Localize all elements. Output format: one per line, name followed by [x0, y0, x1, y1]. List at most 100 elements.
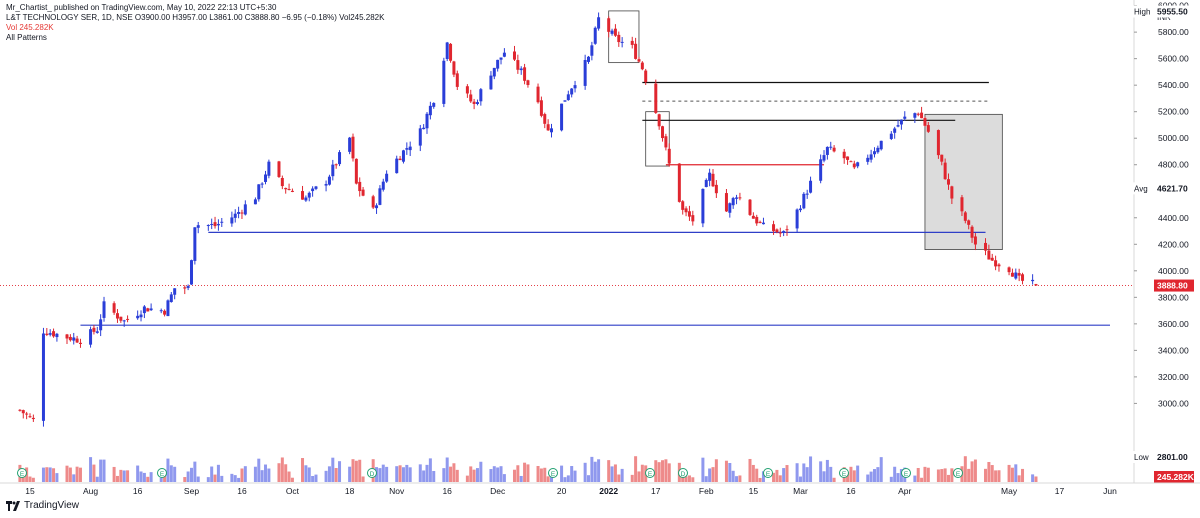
volume-bar	[264, 464, 268, 482]
volume-bar	[146, 476, 150, 482]
volume-bar	[984, 468, 988, 482]
earnings-marker-icon	[901, 468, 911, 478]
volume-bar	[95, 476, 99, 482]
candle-body	[560, 103, 564, 131]
x-tick-label[interactable]: Nov	[389, 486, 405, 496]
earnings-marker: E	[839, 468, 849, 478]
tradingview-footer[interactable]: TradingView	[6, 500, 79, 511]
candle-body	[856, 162, 860, 167]
volume-bar	[378, 468, 382, 482]
volume-bar	[41, 467, 45, 482]
x-tick-label[interactable]: Aug	[83, 486, 98, 496]
candle-body	[216, 223, 220, 226]
x-tick-label[interactable]: 16	[133, 486, 143, 496]
candle-body	[620, 41, 624, 43]
volume-bar	[398, 465, 402, 482]
x-tick-label[interactable]: Apr	[898, 486, 911, 496]
x-tick-label[interactable]: 17	[651, 486, 661, 496]
volume-bar	[751, 464, 755, 482]
y-tick-label: 3400.00	[1158, 345, 1189, 355]
volume-bar	[1017, 475, 1021, 482]
volume-bar	[546, 476, 550, 482]
volume-bar	[243, 466, 247, 482]
volume-bar	[970, 461, 974, 482]
candle-body	[798, 208, 802, 211]
volume-bar	[334, 468, 338, 482]
x-tick-label[interactable]: Sep	[184, 486, 199, 496]
x-tick-label[interactable]: 15	[25, 486, 35, 496]
x-tick-label[interactable]: 2022	[599, 486, 618, 496]
volume-bar	[237, 477, 241, 482]
earnings-marker-label: E	[766, 471, 771, 478]
volume-bar	[139, 471, 143, 482]
volume-bar	[940, 469, 944, 482]
volume-bar	[916, 467, 920, 482]
candle-body	[570, 88, 574, 95]
candle-body	[549, 128, 553, 133]
price-axis[interactable]: INR3000.003200.003400.003600.003800.0040…	[1130, 0, 1195, 483]
candle-body	[805, 193, 809, 195]
volume-bar	[469, 466, 473, 482]
time-axis[interactable]: 15 Aug 16 Sep 16 Oct 18 Nov 16 Dec 20 2022 17 Feb 15 Ma…	[0, 482, 1200, 496]
candle-body	[115, 313, 119, 319]
x-tick-label[interactable]: 16	[442, 486, 452, 496]
volume-bar	[832, 477, 836, 482]
candle-body	[960, 197, 964, 212]
candle-body	[78, 342, 82, 344]
volume-bar	[802, 463, 806, 482]
volume-bar	[230, 473, 234, 482]
volume-bar	[724, 460, 728, 482]
volume-bar	[72, 474, 76, 482]
candle-body	[334, 164, 338, 166]
candle-body	[307, 192, 311, 198]
candle-body	[267, 161, 271, 176]
candle-body	[630, 40, 634, 45]
x-tick-label[interactable]: Feb	[699, 486, 714, 496]
volume-bar	[778, 475, 782, 482]
earnings-marker-icon	[678, 468, 688, 478]
candle-body	[920, 112, 924, 119]
candle-body	[587, 56, 591, 62]
x-tick-label[interactable]: 20	[557, 486, 567, 496]
x-tick-label[interactable]: 16	[237, 486, 247, 496]
volume-bar	[290, 477, 294, 482]
x-tick-label[interactable]: 15	[749, 486, 759, 496]
candle-body	[970, 226, 974, 238]
candle-body	[89, 329, 93, 345]
x-tick-label[interactable]: Oct	[286, 486, 300, 496]
x-tick-label[interactable]: 17	[1055, 486, 1065, 496]
earnings-marker: D	[367, 468, 377, 478]
volume-bar	[233, 475, 237, 482]
candle-body	[997, 264, 1001, 267]
candle-body	[748, 199, 752, 215]
volume-bar	[987, 461, 991, 482]
x-tick-label[interactable]: May	[1001, 486, 1018, 496]
volume-bar	[798, 476, 802, 482]
x-tick-label[interactable]: 16	[846, 486, 856, 496]
volume-bar	[950, 468, 954, 482]
symbol-line[interactable]: L&T TECHNOLOGY SER, 1D, NSE O3900.00 H39…	[6, 13, 385, 22]
candle-body	[637, 59, 641, 62]
volume-bar	[593, 461, 597, 482]
x-tick-label[interactable]: Dec	[490, 486, 506, 496]
candle-body	[284, 187, 288, 190]
x-tick-label[interactable]: Jun	[1103, 486, 1117, 496]
x-tick-label[interactable]: Mar	[793, 486, 808, 496]
candle-body	[724, 193, 728, 212]
candle-body	[122, 320, 126, 322]
candle-body	[68, 336, 72, 341]
patterns-line[interactable]: All Patterns	[6, 33, 47, 42]
candle-body	[502, 52, 506, 57]
candle-body	[536, 86, 540, 103]
volume-bar	[566, 475, 570, 482]
candle-body	[277, 161, 281, 177]
volume-bar	[408, 467, 412, 482]
x-tick-label[interactable]: 18	[345, 486, 355, 496]
volume-bar	[48, 467, 52, 482]
volume-bar	[512, 469, 516, 482]
volume-bar	[257, 458, 261, 482]
candle-body	[126, 318, 130, 320]
volume-bar	[640, 464, 644, 482]
